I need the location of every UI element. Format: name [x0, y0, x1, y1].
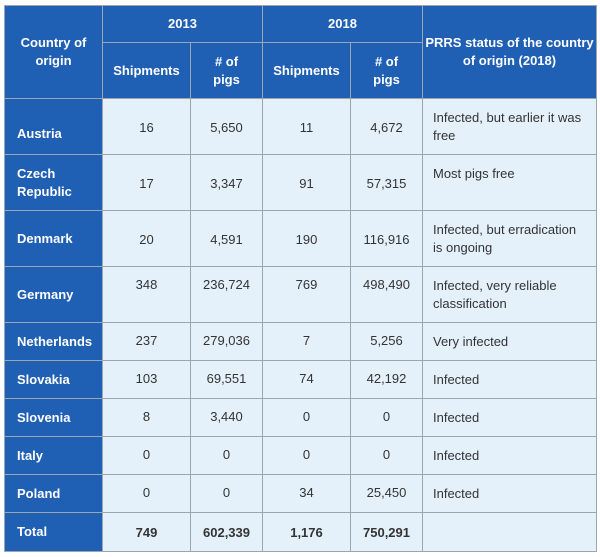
shipments-2018-cell: 0 — [262, 436, 351, 475]
shipments-2013-cell: 0 — [102, 436, 191, 475]
shipments-2018-cell: 74 — [262, 360, 351, 399]
pigs-2018-cell: 0 — [350, 398, 423, 437]
table-row: Slovakia 103 69,551 74 42,192 Infected — [4, 360, 597, 399]
shipments-2018-cell: 7 — [262, 322, 351, 361]
total-status-cell — [422, 512, 597, 552]
table-row: Austria 16 5,650 11 4,672 Infected, but … — [4, 98, 597, 155]
shipments-2013-cell: 8 — [102, 398, 191, 437]
pigs-2018-cell: 0 — [350, 436, 423, 475]
shipments-2018-cell: 11 — [262, 98, 351, 155]
pigs-2013-cell: 69,551 — [190, 360, 263, 399]
country-cell: Slovakia — [4, 360, 103, 399]
status-cell: Infected — [422, 360, 597, 399]
table-row: Denmark 20 4,591 190 116,916 Infected, b… — [4, 210, 597, 267]
shipments-2018-cell: 0 — [262, 398, 351, 437]
header-shipments-2013: Shipments — [102, 42, 191, 99]
header-pigs-2013: # of pigs — [190, 42, 263, 99]
pigs-2018-cell: 42,192 — [350, 360, 423, 399]
pigs-2013-cell: 3,440 — [190, 398, 263, 437]
table-row: Italy 0 0 0 0 Infected — [4, 436, 597, 475]
total-pigs-2013: 602,339 — [190, 512, 263, 552]
shipments-2013-cell: 16 — [102, 98, 191, 155]
status-cell: Very infected — [422, 322, 597, 361]
header-row-years: Country of origin 2013 2018 PRRS status … — [4, 5, 597, 99]
country-cell: Czech Republic — [4, 154, 103, 211]
shipments-2018-cell: 190 — [262, 210, 351, 267]
pigs-2018-cell: 25,450 — [350, 474, 423, 513]
pigs-2018-cell: 5,256 — [350, 322, 423, 361]
total-row: Total 749 602,339 1,176 750,291 — [4, 512, 597, 552]
shipments-2013-cell: 237 — [102, 322, 191, 361]
header-pigs-2018: # of pigs — [350, 42, 423, 99]
table-row: Slovenia 8 3,440 0 0 Infected — [4, 398, 597, 437]
country-cell: Poland — [4, 474, 103, 513]
header-row-columns: Shipments # of pigs Shipments # of pigs — [5, 42, 597, 99]
header-status: PRRS status of the country of origin (20… — [422, 5, 597, 99]
pigs-2013-cell: 3,347 — [190, 154, 263, 211]
table-row: Czech Republic 17 3,347 91 57,315 Most p… — [4, 154, 597, 211]
shipments-2013-cell: 103 — [102, 360, 191, 399]
country-cell: Netherlands — [4, 322, 103, 361]
header-country: Country of origin — [4, 5, 103, 99]
country-cell: Germany — [4, 266, 103, 323]
pigs-2018-cell: 498,490 — [350, 266, 423, 323]
status-cell: Most pigs free — [422, 154, 597, 211]
status-cell: Infected, very reliable classification — [422, 266, 597, 323]
country-cell: Austria — [4, 98, 103, 155]
shipments-2013-cell: 348 — [102, 266, 191, 323]
pigs-2018-cell: 116,916 — [350, 210, 423, 267]
pigs-2013-cell: 279,036 — [190, 322, 263, 361]
shipments-2018-cell: 769 — [262, 266, 351, 323]
status-cell: Infected — [422, 398, 597, 437]
pigs-2013-cell: 0 — [190, 436, 263, 475]
shipments-2013-cell: 0 — [102, 474, 191, 513]
shipments-2013-cell: 17 — [102, 154, 191, 211]
country-cell: Denmark — [4, 210, 103, 267]
total-label: Total — [4, 512, 103, 552]
status-cell: Infected, but earlier it was free — [422, 98, 597, 155]
pigs-2013-cell: 0 — [190, 474, 263, 513]
pigs-2013-cell: 236,724 — [190, 266, 263, 323]
pigs-2013-cell: 4,591 — [190, 210, 263, 267]
header-year-2013: 2013 — [102, 5, 263, 43]
shipments-2018-cell: 34 — [262, 474, 351, 513]
pig-shipments-table: Country of origin 2013 2018 PRRS status … — [4, 5, 597, 552]
table-row: Poland 0 0 34 25,450 Infected — [4, 474, 597, 513]
total-shipments-2013: 749 — [102, 512, 191, 552]
header-shipments-2018: Shipments — [262, 42, 351, 99]
total-pigs-2018: 750,291 — [350, 512, 423, 552]
country-cell: Italy — [4, 436, 103, 475]
table-row: Netherlands 237 279,036 7 5,256 Very inf… — [4, 322, 597, 361]
shipments-2018-cell: 91 — [262, 154, 351, 211]
total-shipments-2018: 1,176 — [262, 512, 351, 552]
pigs-2018-cell: 4,672 — [350, 98, 423, 155]
country-cell: Slovenia — [4, 398, 103, 437]
shipments-table-container: Country of origin 2013 2018 PRRS status … — [4, 5, 597, 552]
header-year-2018: 2018 — [262, 5, 423, 43]
status-cell: Infected — [422, 474, 597, 513]
pigs-2013-cell: 5,650 — [190, 98, 263, 155]
shipments-2013-cell: 20 — [102, 210, 191, 267]
pigs-2018-cell: 57,315 — [350, 154, 423, 211]
table-row: Germany 348 236,724 769 498,490 Infected… — [4, 266, 597, 323]
status-cell: Infected — [422, 436, 597, 475]
status-cell: Infected, but erradication is ongoing — [422, 210, 597, 267]
